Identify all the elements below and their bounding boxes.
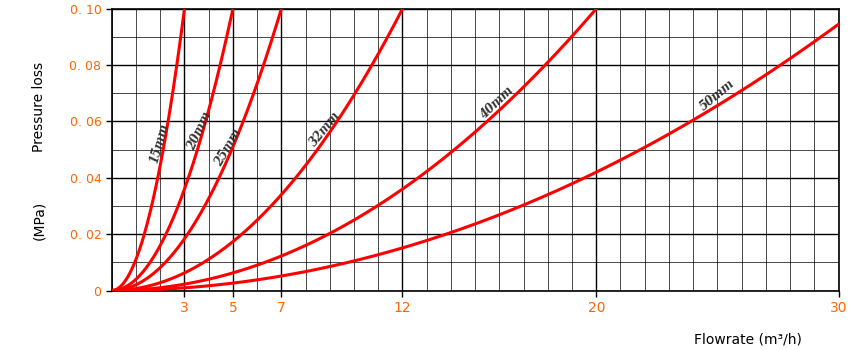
Text: 32mm: 32mm <box>308 109 343 149</box>
Text: (MPa): (MPa) <box>32 201 46 240</box>
Text: 25mm: 25mm <box>212 127 243 169</box>
Text: Pressure loss: Pressure loss <box>32 62 46 152</box>
Text: 15mm: 15mm <box>148 122 171 165</box>
Text: 20mm: 20mm <box>185 110 214 153</box>
Text: Flowrate (m³/h): Flowrate (m³/h) <box>694 332 802 346</box>
Text: 50mm: 50mm <box>697 77 737 113</box>
Text: 40mm: 40mm <box>478 83 517 121</box>
